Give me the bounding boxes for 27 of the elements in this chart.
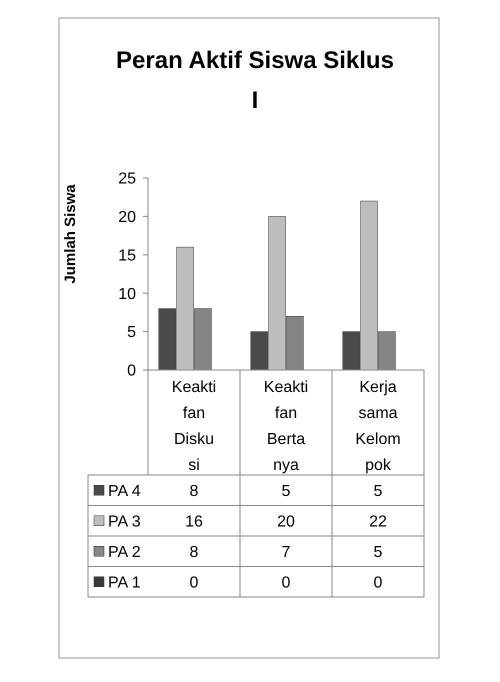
data-label: 5 [282,482,291,500]
data-label: 8 [190,482,199,500]
data-label: 16 [185,513,203,530]
legend-label: PA 3 [108,513,141,530]
y-tick-label: 25 [118,170,136,188]
data-label: 22 [369,513,387,530]
y-tick-label: 10 [118,286,136,303]
x-tick-label: Kerjasama Kelompok [355,379,401,474]
legend-label: PA 4 [108,482,141,500]
y-tick-label: 0 [127,362,136,380]
y-axis-title: Jumlah Siswa [62,184,79,284]
y-tick-label: 5 [127,324,136,342]
legend-label: PA 2 [108,544,141,561]
y-tick-label: 20 [118,209,136,226]
legend-label: PA 1 [108,574,141,592]
y-tick-label: 15 [118,247,136,264]
x-tick-label: Keaktifan Diskusi [172,379,216,474]
data-label: 0 [282,574,291,592]
data-label: 5 [374,544,383,561]
data-label: 7 [282,544,291,561]
data-label: 20 [277,513,295,530]
data-label: 8 [190,544,199,561]
chart-title: Peran Aktif Siswa Siklus I [116,47,394,114]
data-label: 0 [374,574,383,592]
data-label: 0 [190,574,199,592]
data-label: 5 [374,482,383,500]
x-tick-label: Keaktifan Bertanya [264,379,308,474]
